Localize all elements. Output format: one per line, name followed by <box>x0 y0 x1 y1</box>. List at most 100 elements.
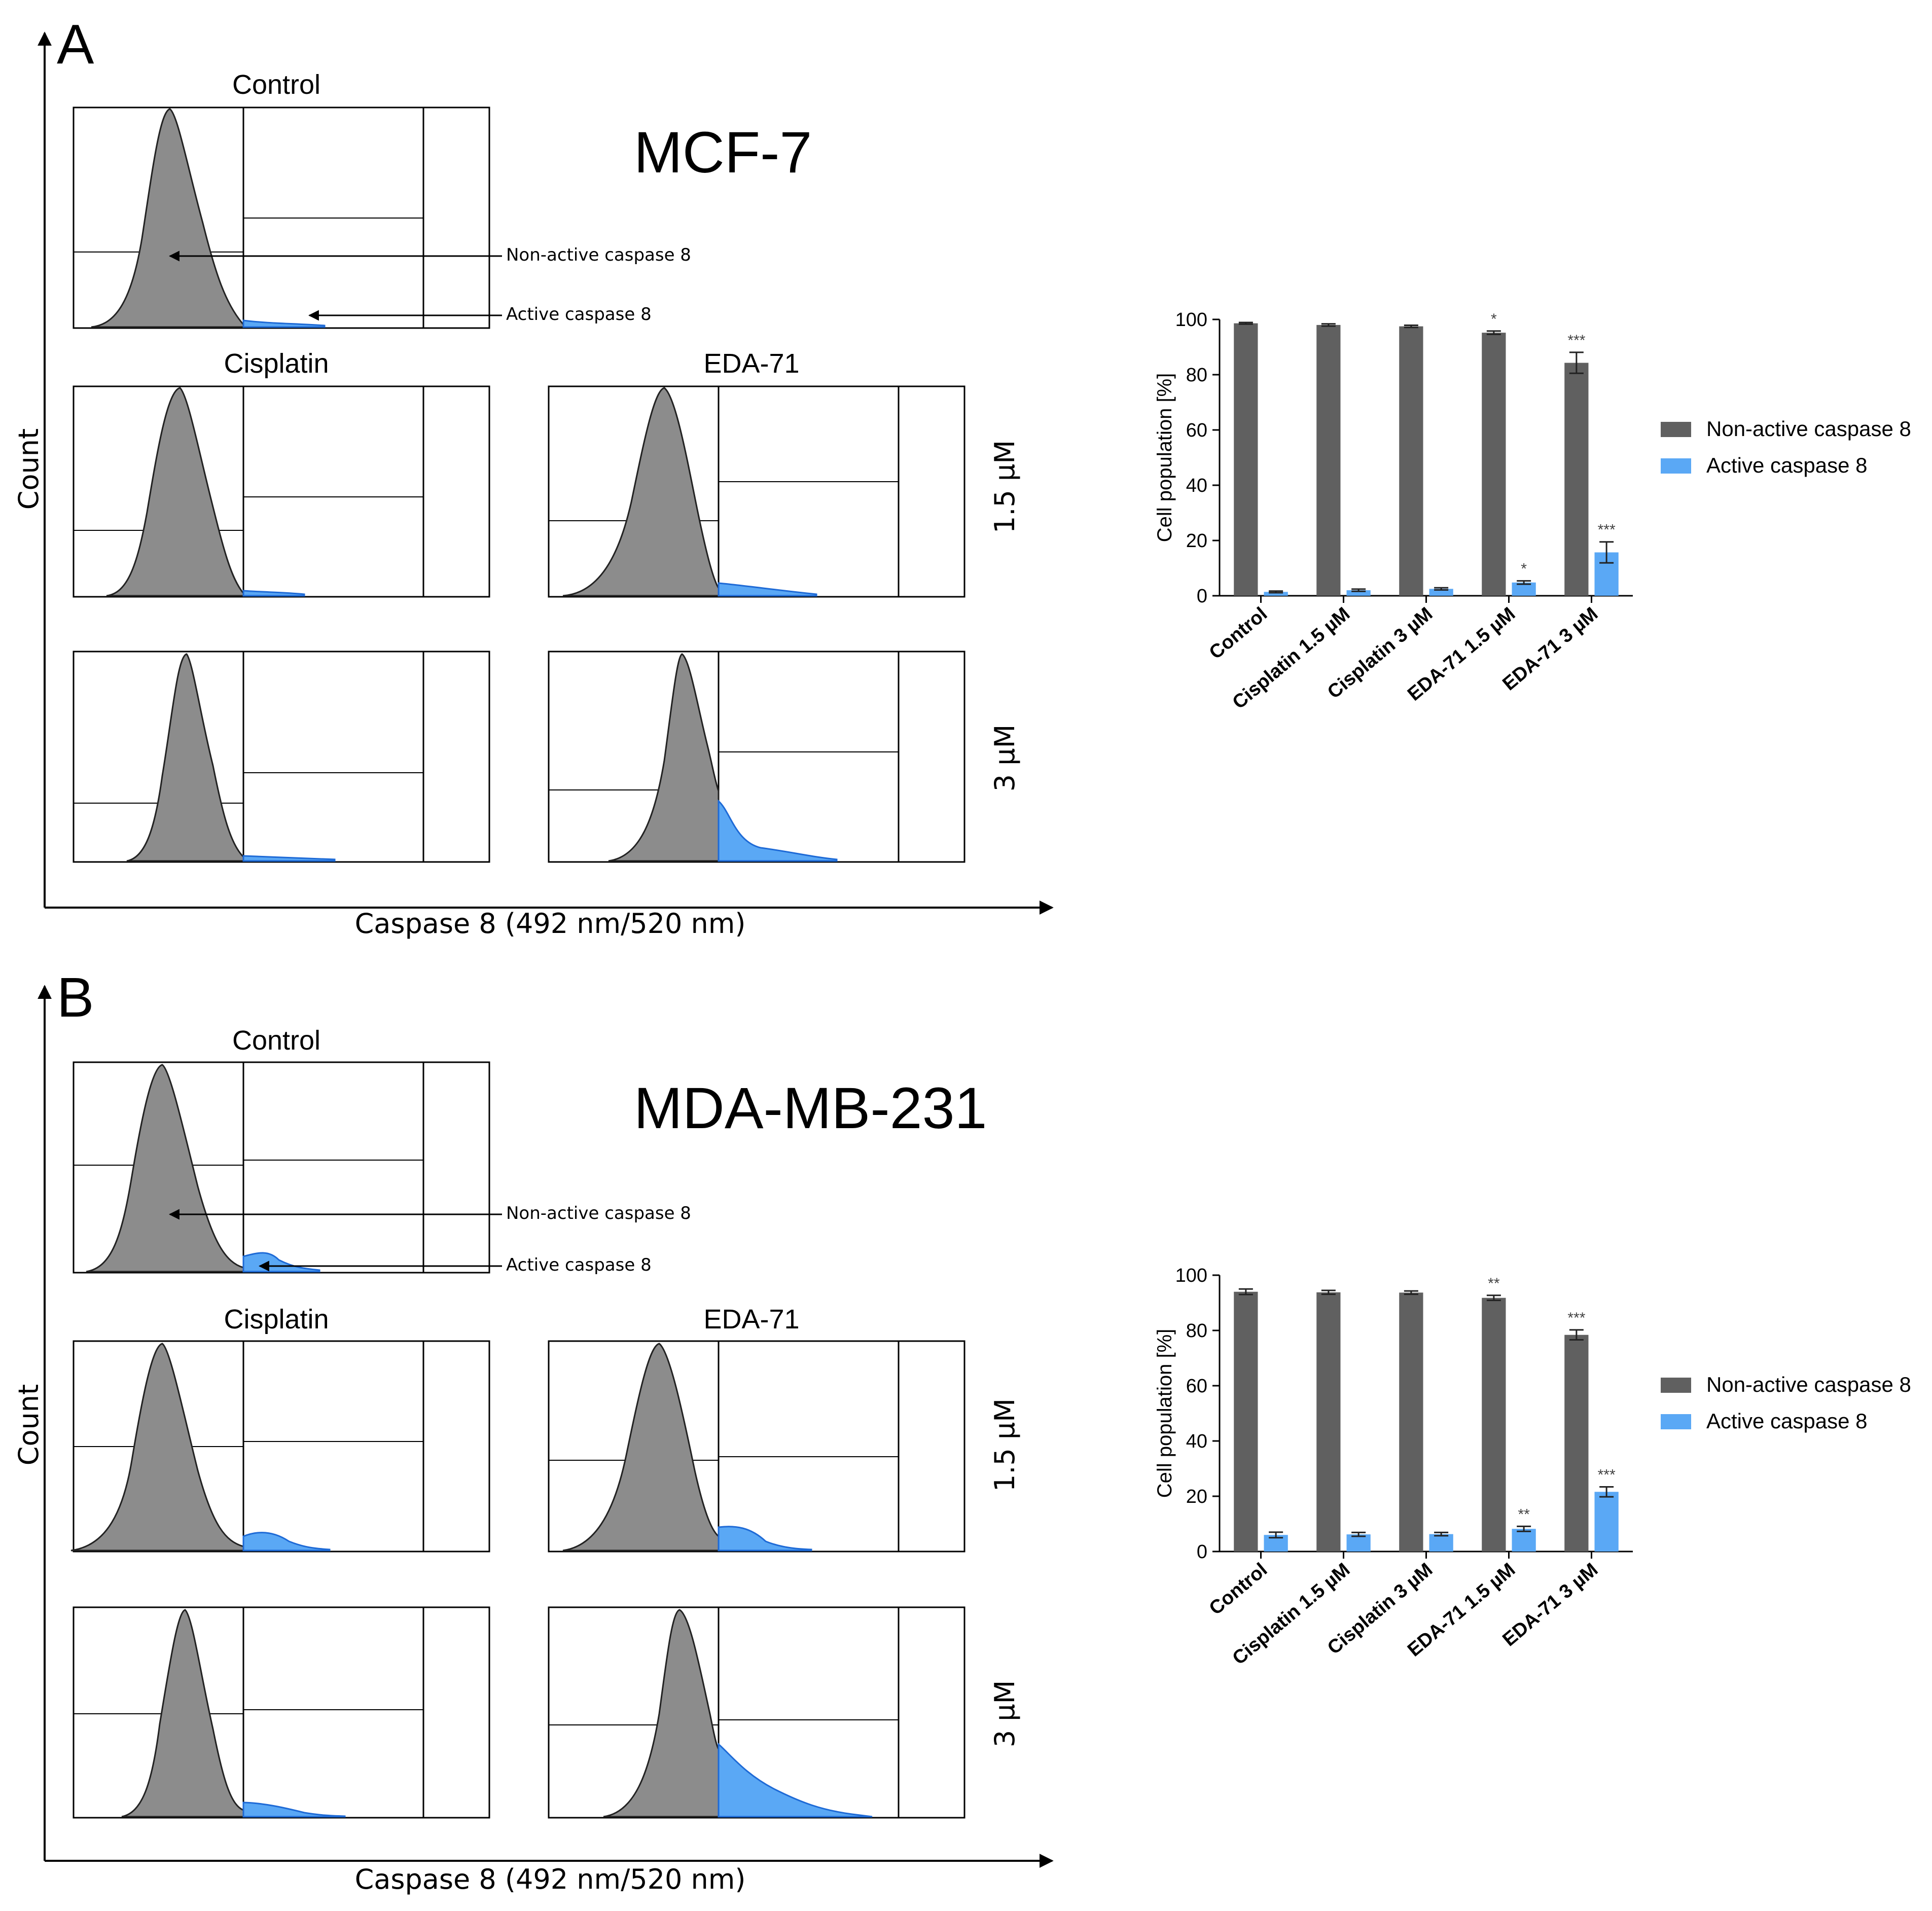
histogram-cisplatin-low <box>73 385 490 598</box>
histogram-active-tail <box>718 582 817 597</box>
y-tick-label: 20 <box>1186 530 1207 552</box>
histogram-control: Non-active caspase 8 Active caspase 8 <box>73 106 691 329</box>
bar <box>1482 333 1506 596</box>
histogram-cisplatin-high <box>73 651 490 863</box>
y-tick-label: 20 <box>1186 1486 1207 1507</box>
bar <box>1482 1297 1506 1552</box>
histogram-eda71-low <box>548 385 965 598</box>
bar <box>1316 324 1341 596</box>
bar <box>1264 592 1288 596</box>
label-eda71: EDA-71 <box>703 348 799 379</box>
significance-label: *** <box>1567 1310 1585 1326</box>
label-dose-low: 1.5 µM <box>989 1398 1021 1492</box>
count-axis-label: Count <box>13 428 45 510</box>
histogram-active-tail <box>242 855 336 862</box>
cell-line-title: MCF-7 <box>634 120 812 185</box>
histogram-active-tail <box>718 1742 873 1818</box>
y-tick-label: 100 <box>1175 1265 1207 1286</box>
y-axis-label: Cell population [%] <box>1154 373 1176 543</box>
y-tick-label: 60 <box>1186 420 1207 441</box>
histogram-cisplatin-low <box>70 1340 490 1553</box>
panel-letter: B <box>57 966 94 1029</box>
panel-letter: A <box>57 13 94 76</box>
significance-label: ** <box>1488 1275 1500 1292</box>
count-axis-label: Count <box>13 1384 45 1465</box>
label-control: Control <box>232 69 320 100</box>
significance-label: *** <box>1567 332 1585 349</box>
histogram-active-tail <box>242 1252 320 1273</box>
histogram-peak <box>106 387 244 597</box>
significance-label: * <box>1521 561 1527 578</box>
y-axis-label: Cell population [%] <box>1154 1329 1176 1498</box>
legend-swatch <box>1661 1414 1691 1429</box>
panel-a: A MCF-7 Count Caspase 8 (492 nm/520 nm) … <box>13 13 1054 940</box>
histogram-peak <box>70 1343 244 1552</box>
histogram-peak <box>562 1343 720 1552</box>
histogram-eda71-high <box>548 651 965 863</box>
bar <box>1346 590 1371 596</box>
bar <box>1429 1534 1453 1552</box>
bar <box>1316 1292 1341 1552</box>
y-tick-label: 40 <box>1186 1431 1207 1452</box>
legend-label: Non-active caspase 8 <box>1706 417 1911 441</box>
histogram-control: Non-active caspase 8 Active caspase 8 <box>73 1061 691 1275</box>
x-axis-label: Caspase 8 (492 nm/520 nm) <box>355 908 746 940</box>
y-tick-label: 80 <box>1186 365 1207 386</box>
histogram-cisplatin-high <box>73 1606 490 1819</box>
legend-swatch <box>1661 1378 1691 1393</box>
bar <box>1564 1335 1589 1552</box>
histogram-active-tail <box>718 1526 812 1552</box>
x-tick-label: Control <box>1205 1559 1271 1619</box>
histogram-active-tail <box>242 1532 331 1552</box>
histogram-peak <box>603 1609 720 1818</box>
panel-b: B MDA-MB-231 Count Caspase 8 (492 nm/520… <box>13 966 1054 1895</box>
significance-label: * <box>1491 311 1497 328</box>
label-dose-high: 3 µM <box>989 725 1021 791</box>
label-eda71: EDA-71 <box>703 1304 799 1335</box>
histogram-eda71-high <box>548 1606 965 1819</box>
legend-label: Active caspase 8 <box>1706 1409 1868 1433</box>
y-tick-label: 40 <box>1186 475 1207 496</box>
label-dose-low: 1.5 µM <box>989 440 1021 533</box>
histogram-eda71-low <box>548 1340 965 1553</box>
histogram-peak <box>121 1609 244 1818</box>
histogram-peak <box>126 653 244 862</box>
y-tick-label: 0 <box>1197 1541 1207 1563</box>
bar <box>1399 1292 1423 1552</box>
bar <box>1346 1534 1371 1552</box>
arrow-nonactive-label: Non-active caspase 8 <box>506 1203 691 1223</box>
significance-label: ** <box>1518 1506 1530 1523</box>
x-axis-label: Caspase 8 (492 nm/520 nm) <box>355 1863 746 1895</box>
arrow-active-label: Active caspase 8 <box>506 1255 652 1275</box>
bar <box>1234 323 1258 596</box>
y-tick-label: 60 <box>1186 1376 1207 1397</box>
histogram-peak <box>608 653 720 862</box>
bar <box>1399 326 1423 596</box>
histogram-peak <box>562 387 720 597</box>
significance-label: *** <box>1598 522 1616 538</box>
label-dose-high: 3 µM <box>989 1680 1021 1747</box>
y-tick-label: 0 <box>1197 586 1207 607</box>
legend-swatch <box>1661 422 1691 437</box>
significance-label: *** <box>1598 1466 1616 1483</box>
label-cisplatin: Cisplatin <box>224 348 329 379</box>
histogram-active-tail <box>242 590 305 597</box>
bar <box>1512 1529 1536 1552</box>
x-tick-label: Control <box>1205 603 1271 664</box>
y-tick-label: 80 <box>1186 1320 1207 1342</box>
label-control: Control <box>232 1025 320 1056</box>
bar <box>1564 363 1589 596</box>
histogram-active-tail <box>718 799 838 862</box>
histogram-active-tail <box>242 319 326 328</box>
arrow-nonactive-label: Non-active caspase 8 <box>506 245 691 265</box>
arrow-active-label: Active caspase 8 <box>506 304 652 324</box>
y-tick-label: 100 <box>1175 309 1207 331</box>
bar <box>1594 1492 1619 1552</box>
legend-label: Active caspase 8 <box>1706 453 1868 477</box>
label-cisplatin: Cisplatin <box>224 1304 329 1335</box>
cell-line-title: MDA-MB-231 <box>634 1076 987 1141</box>
histogram-peak <box>91 108 244 328</box>
